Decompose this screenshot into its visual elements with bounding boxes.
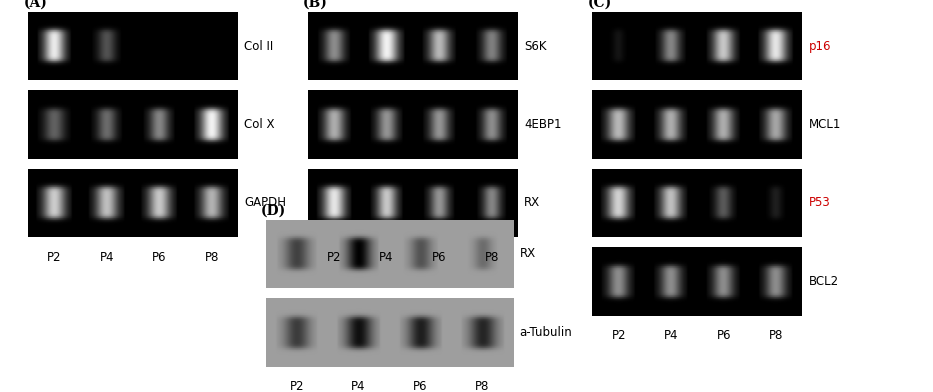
Text: P2: P2 [289,380,304,392]
Text: (C): (C) [588,0,612,10]
Text: P8: P8 [204,251,219,264]
Text: P6: P6 [152,251,166,264]
Text: Col X: Col X [244,118,275,131]
Text: P6: P6 [717,329,731,342]
Text: P6: P6 [413,380,427,392]
Text: P53: P53 [809,196,830,209]
Text: P4: P4 [100,251,114,264]
Text: GAPDH: GAPDH [244,196,286,209]
Text: RX: RX [524,196,540,209]
Text: P2: P2 [611,329,626,342]
Text: P8: P8 [769,329,784,342]
Text: P6: P6 [432,251,446,264]
Text: P8: P8 [475,380,490,392]
Text: (D): (D) [261,203,286,218]
Text: P8: P8 [484,251,499,264]
Text: 4EBP1: 4EBP1 [524,118,562,131]
Text: P2: P2 [47,251,62,264]
Text: p16: p16 [809,40,831,53]
Text: P4: P4 [380,251,394,264]
Text: MCL1: MCL1 [809,118,842,131]
Text: (B): (B) [303,0,328,10]
Text: P2: P2 [327,251,341,264]
Text: P4: P4 [664,329,678,342]
Text: (A): (A) [23,0,48,10]
Text: RX: RX [520,247,536,260]
Text: a-Tubulin: a-Tubulin [520,326,573,339]
Text: Col II: Col II [244,40,273,53]
Text: S6K: S6K [524,40,547,53]
Text: P4: P4 [352,380,366,392]
Text: BCL2: BCL2 [809,275,839,288]
